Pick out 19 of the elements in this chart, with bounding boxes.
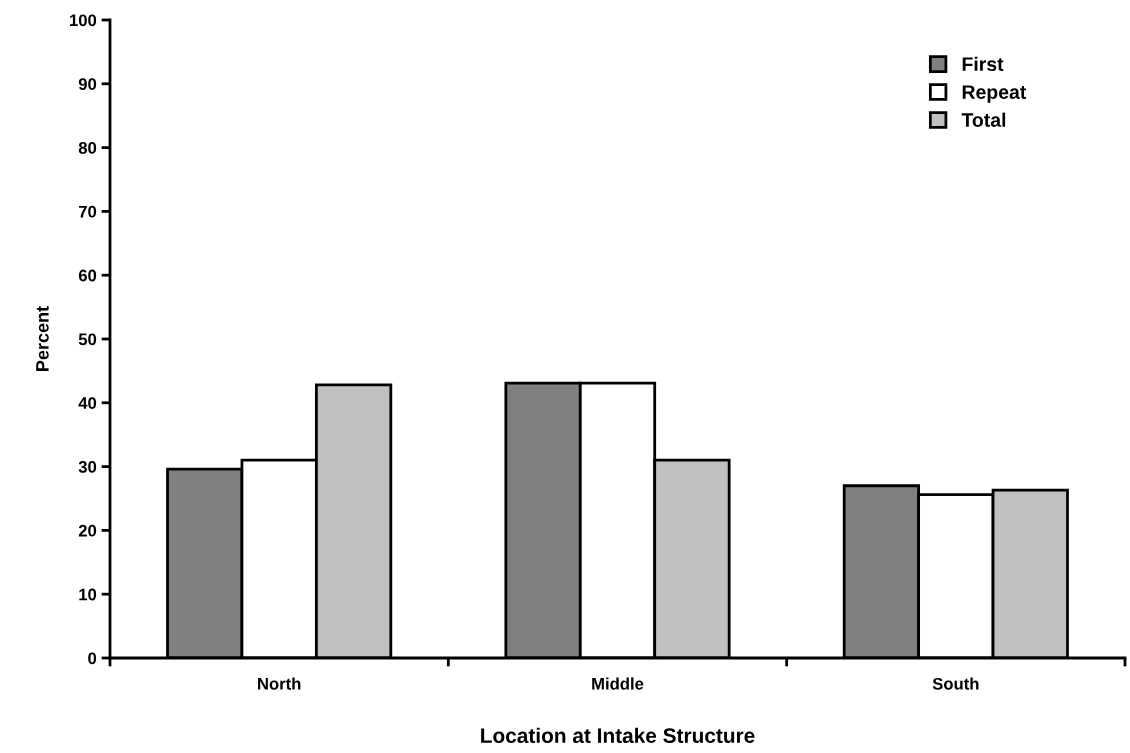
y-tick-label: 80 (78, 142, 97, 154)
x-tick-label: North (258, 677, 301, 690)
y-tick-label: 60 (78, 269, 97, 282)
y-tick-label: 40 (78, 397, 97, 409)
x-tick-label: Middle (592, 677, 644, 690)
y-tick-label: 30 (78, 461, 97, 473)
x-tick-label: South (932, 677, 979, 690)
y-tick-label: 10 (79, 588, 97, 601)
y-tick-label: 70 (78, 205, 97, 218)
y-tick-label: 90 (78, 78, 97, 90)
legend-label: Total (961, 112, 1006, 127)
y-tick-label: 20 (78, 524, 97, 537)
y-axis-title: Percent (36, 306, 49, 371)
legend-label: Repeat (962, 85, 1027, 103)
y-tick-label: 0 (88, 652, 97, 665)
x-axis-title: Location at Intake Structure (481, 727, 755, 744)
y-tick-label: 50 (78, 333, 97, 346)
legend-label: First (962, 56, 1004, 72)
y-tick-label: 100 (70, 14, 97, 27)
